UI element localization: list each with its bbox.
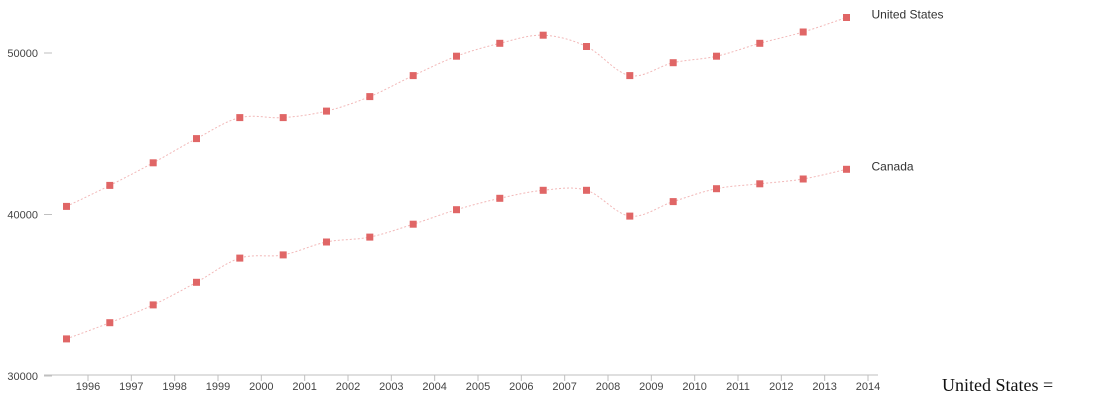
series-line-united-states xyxy=(66,17,847,207)
x-tick-label: 2011 xyxy=(726,381,750,393)
series-label-canada: Canada xyxy=(872,159,914,173)
data-point-united-states xyxy=(149,159,157,167)
x-tick-label: 1998 xyxy=(162,381,186,393)
data-point-united-states xyxy=(193,135,200,143)
data-point-canada xyxy=(366,233,374,241)
x-tick-label: 2013 xyxy=(812,381,836,393)
trailing-text: United States = xyxy=(942,375,1054,395)
data-point-canada xyxy=(539,186,547,194)
x-tick-label: 2005 xyxy=(466,381,490,393)
x-tick-label: 2004 xyxy=(422,381,446,393)
series-lines xyxy=(66,17,847,340)
x-tick-label: 2001 xyxy=(292,381,316,393)
data-point-united-states xyxy=(626,72,634,80)
data-point-united-states xyxy=(279,114,287,122)
data-point-canada xyxy=(496,194,504,202)
data-point-canada xyxy=(193,278,200,286)
x-tick-label: 1999 xyxy=(206,381,230,393)
data-point-canada xyxy=(63,335,70,343)
x-tick-label: 2000 xyxy=(249,381,273,393)
series-label-united-states: United States xyxy=(872,7,944,21)
data-point-united-states xyxy=(323,107,330,115)
series-line-canada xyxy=(66,168,847,340)
data-point-united-states xyxy=(63,202,70,210)
x-tick-label: 2003 xyxy=(379,381,403,393)
y-tick-label: 50000 xyxy=(7,48,38,60)
data-point-united-states xyxy=(583,43,590,50)
x-tick-label: 2012 xyxy=(769,381,793,393)
data-point-united-states xyxy=(366,93,374,101)
data-point-united-states xyxy=(756,39,764,47)
x-tick-label: 2002 xyxy=(336,381,360,393)
data-point-canada xyxy=(323,238,330,246)
data-point-united-states xyxy=(453,52,460,60)
data-point-canada xyxy=(669,198,677,206)
data-point-united-states xyxy=(669,59,677,67)
data-point-united-states xyxy=(106,181,114,189)
x-tick-label: 1997 xyxy=(119,381,143,393)
data-point-canada xyxy=(106,319,114,327)
data-point-canada xyxy=(236,254,244,262)
data-point-united-states xyxy=(799,28,807,36)
data-point-canada xyxy=(626,212,634,220)
data-point-united-states xyxy=(713,52,720,60)
data-point-canada xyxy=(843,165,850,173)
data-point-canada xyxy=(409,220,417,228)
series-points xyxy=(63,14,850,343)
data-point-canada xyxy=(453,206,460,214)
data-point-united-states xyxy=(539,31,547,39)
data-point-united-states xyxy=(843,14,850,21)
x-tick-label: 2007 xyxy=(552,381,576,393)
y-tick-label: 40000 xyxy=(7,210,38,222)
x-tick-label: 2008 xyxy=(596,381,620,393)
data-point-canada xyxy=(799,175,807,183)
data-point-united-states xyxy=(496,39,504,47)
x-tick-label: 2006 xyxy=(509,381,533,393)
data-point-canada xyxy=(279,251,287,259)
data-point-canada xyxy=(756,180,764,188)
series-labels: United States Canada xyxy=(872,7,944,173)
data-point-canada xyxy=(149,301,157,309)
x-tick-label: 2009 xyxy=(639,381,663,393)
x-tick-label: 1996 xyxy=(76,381,100,393)
data-point-united-states xyxy=(236,114,244,122)
data-point-united-states xyxy=(409,72,417,80)
y-tick-label: 30000 xyxy=(7,371,38,383)
x-tick-label: 2010 xyxy=(682,381,706,393)
data-point-canada xyxy=(713,185,720,193)
x-tick-label: 2014 xyxy=(856,381,880,393)
data-point-canada xyxy=(583,186,590,194)
chart-axes: 1996 1997 1998 1999 2000 2001 2002 2003 2004 2005… xyxy=(7,48,880,393)
